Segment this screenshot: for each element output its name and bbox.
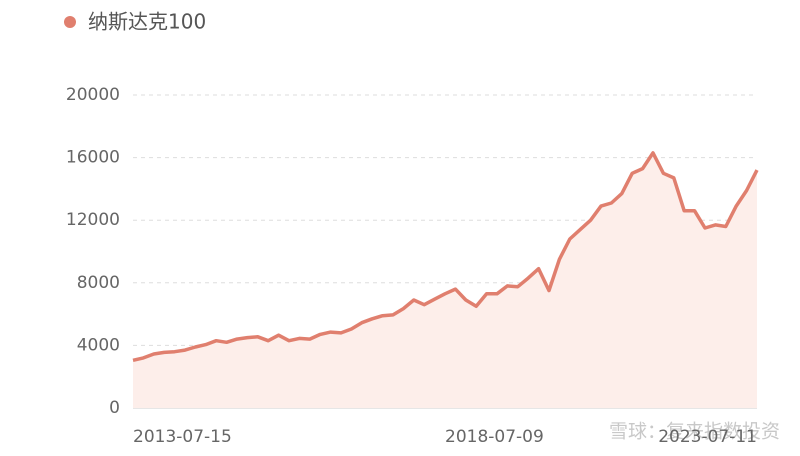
- x-tick-label: 2018-07-09: [445, 427, 544, 447]
- legend-label: 纳斯达克100: [88, 10, 206, 34]
- y-tick-label: 8000: [77, 273, 120, 293]
- area-fill: [133, 152, 757, 408]
- y-tick-label: 4000: [77, 335, 120, 355]
- watermark: 雪球：复来指数投资: [609, 421, 780, 443]
- x-tick-label: 2023-07-11: [658, 427, 757, 447]
- y-tick-label: 16000: [66, 148, 120, 168]
- legend-marker: [64, 16, 76, 28]
- x-tick-label: 2013-07-15: [133, 427, 232, 447]
- y-tick-label: 0: [109, 398, 120, 418]
- line: [132, 151, 759, 363]
- y-tick-label: 20000: [66, 85, 120, 105]
- y-tick-label: 12000: [66, 210, 120, 230]
